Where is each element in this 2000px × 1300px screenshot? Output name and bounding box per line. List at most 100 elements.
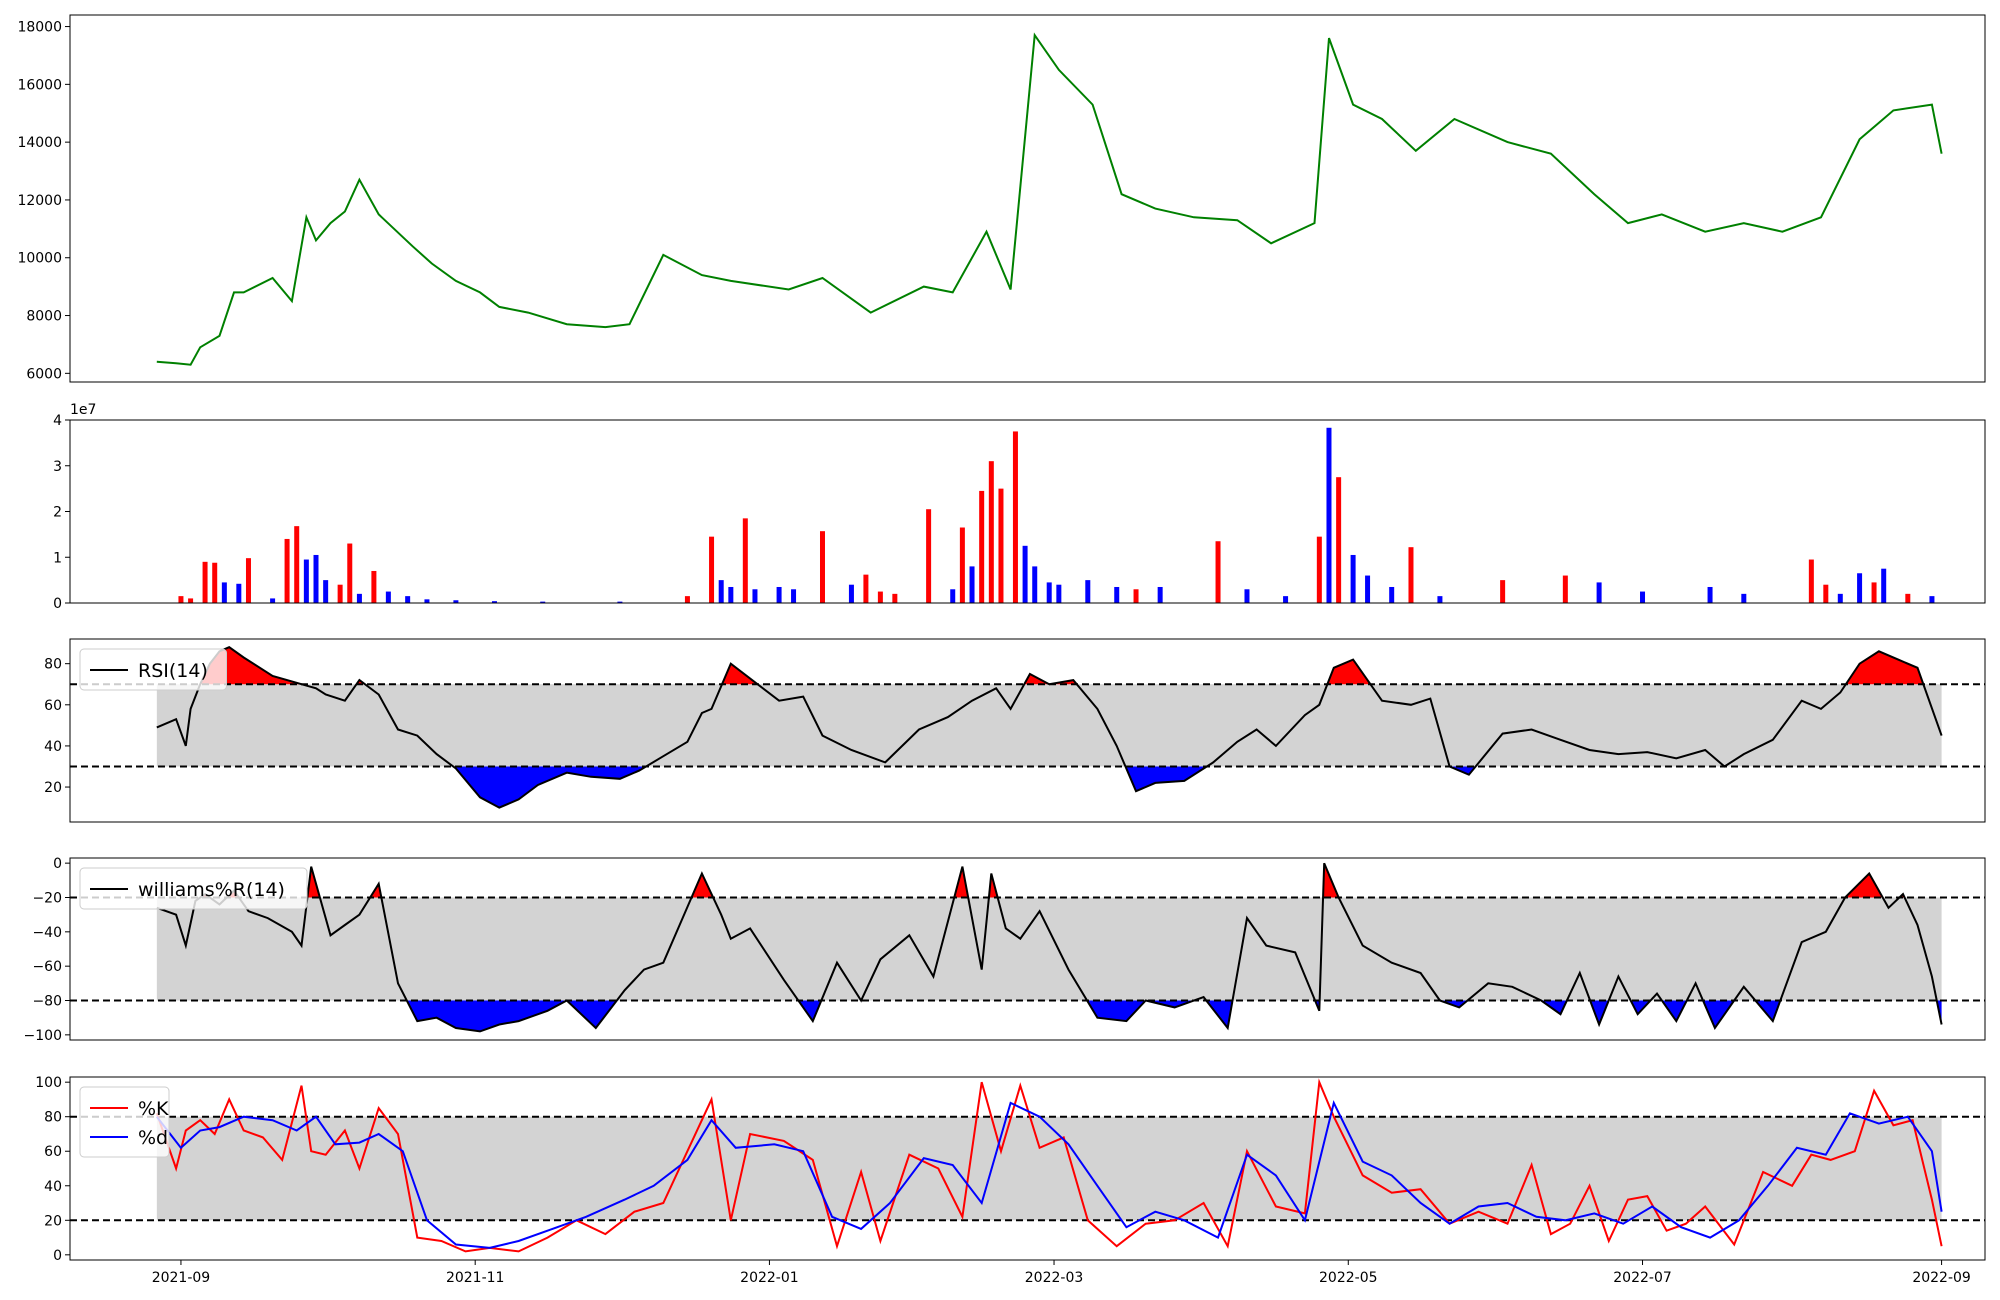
volume-bar: [1881, 568, 1887, 603]
volume-bar: [819, 531, 825, 603]
overbought-fill: [954, 866, 969, 898]
volume-bar: [742, 518, 748, 603]
volume-bar: [718, 580, 724, 603]
volume-bar: [684, 596, 690, 603]
oversold-fill: [1590, 1000, 1609, 1025]
volume-bar: [236, 583, 242, 603]
x-tick-label: 2022-03: [1025, 1270, 1084, 1286]
volume-bar: [950, 589, 956, 603]
y-tick-label: 80: [44, 1110, 62, 1126]
y-tick-label: 4: [53, 413, 62, 429]
oversold-fill: [566, 1000, 617, 1028]
volume-bar: [1350, 554, 1356, 603]
volume-bar: [752, 589, 758, 603]
y-tick-label: −20: [32, 890, 62, 906]
overbought-fill: [1845, 651, 1924, 685]
legend-label: %d: [138, 1127, 168, 1149]
volume-bar: [1244, 589, 1250, 603]
y-tick-label: −60: [32, 959, 62, 975]
oversold-fill: [406, 1000, 567, 1032]
y-tick-label: 0: [53, 596, 62, 612]
volume-bar: [892, 593, 898, 603]
k-line: [155, 1078, 1943, 1253]
y-tick-label: 14000: [17, 135, 62, 151]
x-tick-label: 2022-07: [1613, 1270, 1672, 1286]
y-tick-label: 60: [44, 698, 62, 714]
volume-bar: [385, 591, 391, 603]
volume-bar: [926, 509, 932, 603]
volume-bar: [284, 538, 290, 603]
x-tick-label: 2021-09: [152, 1270, 211, 1286]
volume-bar: [848, 584, 854, 603]
volume-bar: [1823, 584, 1829, 603]
y-tick-label: 18000: [17, 20, 62, 36]
volume-bar: [212, 562, 218, 603]
y-tick-label: −80: [32, 994, 62, 1010]
volume-bar: [988, 461, 994, 603]
volume-bar: [1596, 582, 1602, 603]
oversold-fill: [1661, 1000, 1687, 1022]
volume-bar: [617, 601, 623, 603]
price-line: [156, 32, 1943, 366]
stochastic-axes-frame: [69, 1076, 1986, 1261]
price-panel: 6000 8000 10000 12000 14000 16000 18000: [17, 14, 1986, 383]
volume-bar: [1085, 580, 1091, 603]
volume-bar: [178, 596, 184, 603]
williams-panel: −100 −80 −60 −40 −20 0 williams%R(14): [24, 856, 1986, 1044]
volume-bar: [1283, 596, 1289, 603]
oversold-fill: [1630, 1000, 1651, 1015]
volume-bar: [1857, 573, 1863, 603]
volume-bar: [491, 601, 497, 603]
volume-bar: [202, 561, 208, 603]
volume-bar: [998, 488, 1004, 603]
y-tick-label: 20: [44, 1213, 62, 1229]
volume-bar: [347, 543, 353, 603]
y-tick-label: 10000: [17, 251, 62, 267]
williams-axes-frame: [69, 857, 1986, 1041]
legend-label: %K: [138, 1098, 169, 1120]
volume-axes-frame: [69, 419, 1986, 604]
y-tick-label: −100: [24, 1028, 62, 1044]
y-tick-label: −40: [32, 925, 62, 941]
y-tick-label: 0: [53, 1248, 62, 1264]
volume-bar: [1707, 586, 1713, 603]
y-tick-label: 16000: [17, 77, 62, 93]
volume-bar: [313, 554, 319, 603]
volume-bar: [323, 580, 329, 603]
volume-bar: [1215, 541, 1221, 603]
neutral-band: [156, 1116, 1942, 1221]
volume-bar: [1437, 596, 1443, 603]
volume-bar: [453, 600, 459, 603]
volume-bar: [1336, 477, 1342, 603]
volume-bar: [405, 596, 411, 603]
y-tick-label: 60: [44, 1144, 62, 1160]
volume-bar: [1389, 586, 1395, 603]
x-tick-label: 2022-01: [740, 1270, 799, 1286]
volume-bar: [1408, 547, 1414, 603]
overbought-fill: [691, 873, 714, 898]
y-tick-label: 12000: [17, 193, 62, 209]
oversold-fill: [1145, 1000, 1194, 1008]
rsi-panel: 20 40 60 80 RSI(14): [44, 638, 1986, 823]
volume-bar: [877, 591, 883, 603]
volume-bar: [1871, 582, 1877, 603]
neutral-band: [156, 897, 1942, 1001]
volume-bar: [270, 598, 276, 603]
oversold-fill: [1125, 766, 1207, 792]
oversold-fill: [1703, 1000, 1735, 1028]
volume-bar: [1133, 589, 1139, 603]
volume-bar: [1326, 427, 1332, 603]
y-tick-label: 8000: [26, 309, 62, 325]
y-tick-label: 6000: [26, 366, 62, 382]
price-axes-frame: [69, 14, 1986, 383]
volume-bar: [1056, 584, 1062, 603]
williams-line: [156, 862, 1943, 1033]
volume-bar: [969, 566, 975, 603]
volume-bar: [776, 586, 782, 603]
x-tick-label: 2022-09: [1912, 1270, 1971, 1286]
volume-bar: [1808, 559, 1814, 603]
volume-bar: [1046, 582, 1052, 603]
volume-bar: [1500, 580, 1506, 603]
legend-box: [79, 1086, 170, 1158]
